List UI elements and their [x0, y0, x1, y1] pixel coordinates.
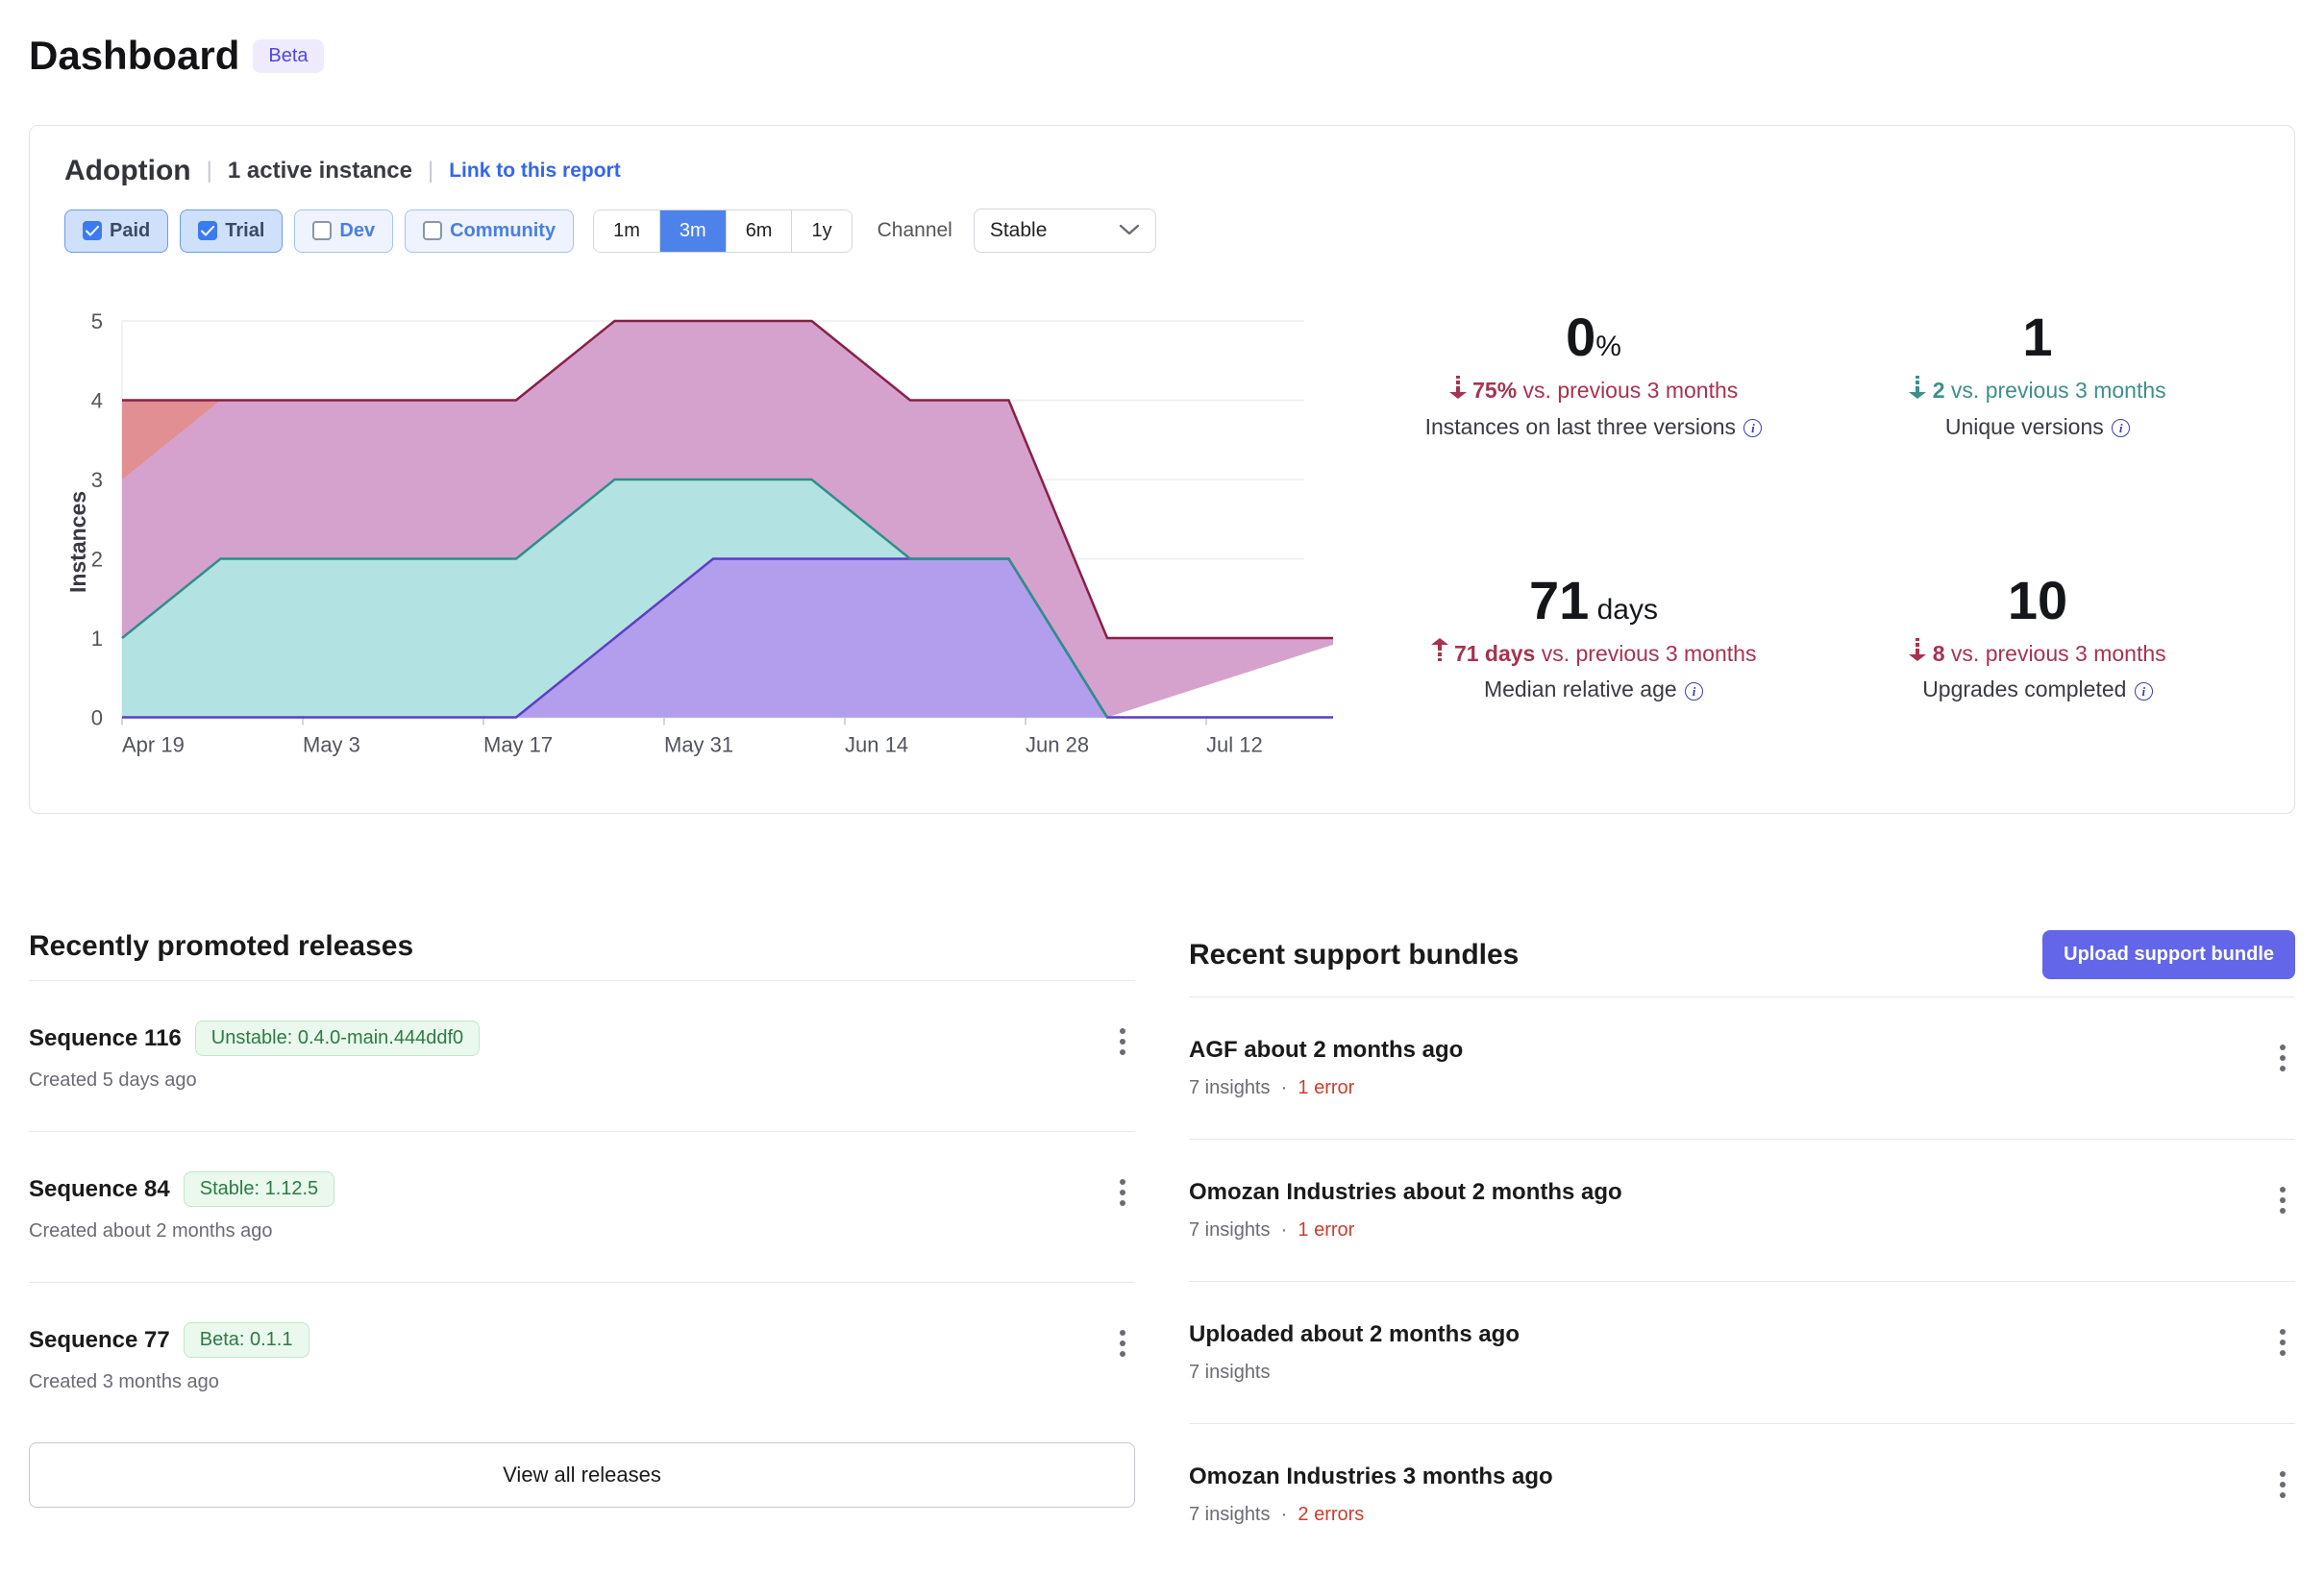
svg-text:May 31: May 31 [664, 733, 733, 757]
svg-text:1: 1 [91, 627, 103, 651]
svg-text:2: 2 [91, 548, 103, 572]
svg-text:3: 3 [91, 468, 103, 492]
svg-text:May 3: May 3 [303, 733, 360, 757]
svg-text:Instances: Instances [65, 491, 90, 593]
svg-text:0: 0 [91, 706, 103, 730]
svg-text:5: 5 [91, 309, 103, 333]
svg-text:4: 4 [91, 389, 103, 413]
svg-text:Apr 19: Apr 19 [122, 733, 185, 757]
svg-text:Jun 28: Jun 28 [1026, 733, 1089, 757]
svg-text:Jul 12: Jul 12 [1206, 733, 1263, 757]
svg-text:May 17: May 17 [483, 733, 553, 757]
svg-text:Jun 14: Jun 14 [845, 733, 908, 757]
